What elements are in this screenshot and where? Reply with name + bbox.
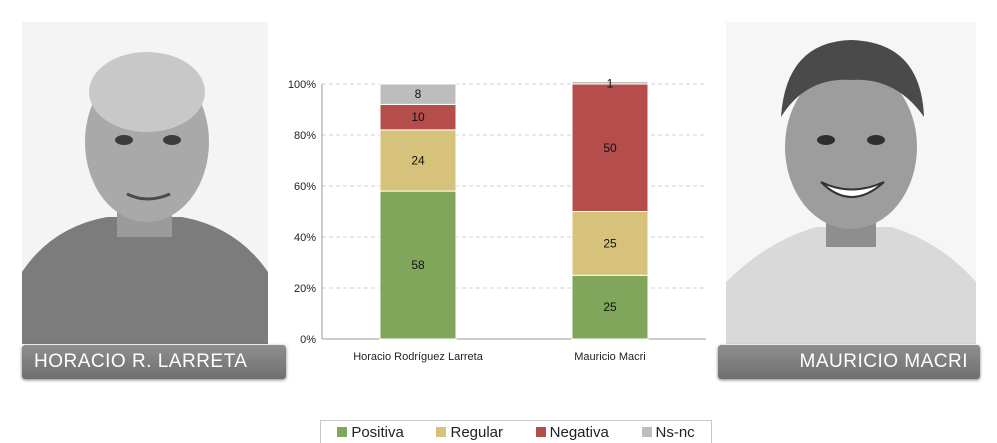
legend-item: Negativa bbox=[535, 423, 609, 441]
bar-segment bbox=[571, 80, 649, 85]
bar-data-label: 58 bbox=[411, 258, 425, 272]
x-category-label: Mauricio Macri bbox=[574, 351, 646, 363]
bar-segment bbox=[571, 274, 649, 340]
legend-label: Positiva bbox=[351, 423, 404, 441]
legend-label: Regular bbox=[450, 423, 504, 441]
bar-data-label: 1 bbox=[607, 76, 614, 90]
macri-portrait-icon bbox=[726, 22, 976, 344]
image-rating-chart: 0% 20% 40% 60% 80% 100% 58 24 10 8 25 25 50 1 Horaci… bbox=[288, 76, 706, 363]
bar-segment bbox=[379, 103, 457, 131]
bar-segment bbox=[379, 83, 457, 105]
bar-data-label: 10 bbox=[411, 110, 425, 124]
legend-label: Negativa bbox=[549, 423, 609, 441]
macri-name-plate: MAURICIO MACRI bbox=[718, 345, 980, 379]
legend-item: Regular bbox=[436, 424, 503, 441]
legend-swatch bbox=[337, 427, 348, 437]
y-tick-label: 80% bbox=[294, 130, 316, 142]
bar-data-label: 25 bbox=[603, 300, 617, 314]
y-tick-label: 60% bbox=[294, 181, 316, 193]
larreta-photo bbox=[22, 22, 268, 344]
legend-item: Ns-nc bbox=[641, 423, 695, 441]
legend-swatch bbox=[535, 427, 546, 437]
legend-swatch bbox=[436, 427, 447, 437]
larreta-name-plate: HORACIO R. LARRETA bbox=[22, 345, 286, 379]
chart-bars: 58 24 10 8 25 25 50 1 bbox=[379, 76, 649, 340]
legend-label: Ns-nc bbox=[655, 423, 695, 441]
legend-item: Positiva bbox=[337, 424, 404, 441]
bar-data-label: 24 bbox=[411, 154, 425, 168]
y-tick-label: 40% bbox=[294, 232, 316, 244]
bar-segment bbox=[379, 190, 457, 340]
bar-segment bbox=[571, 83, 649, 212]
larreta-portrait-icon bbox=[22, 22, 268, 344]
y-tick-label: 0% bbox=[300, 334, 316, 346]
x-category-label: Horacio Rodríguez Larreta bbox=[353, 351, 484, 363]
chart-category-labels: Horacio Rodríguez Larreta Mauricio Macri bbox=[353, 351, 646, 363]
chart-legend: Positiva Regular Negativa Ns-nc bbox=[320, 420, 712, 443]
chart-axis: 0% 20% 40% 60% 80% 100% bbox=[288, 79, 323, 346]
y-tick-label: 20% bbox=[294, 283, 316, 295]
legend-swatch bbox=[641, 427, 652, 437]
bar-data-label: 8 bbox=[415, 87, 422, 101]
bar-data-label: 50 bbox=[603, 141, 617, 155]
macri-photo bbox=[726, 22, 976, 344]
y-tick-label: 100% bbox=[288, 79, 316, 91]
bar-data-label: 25 bbox=[603, 236, 617, 250]
